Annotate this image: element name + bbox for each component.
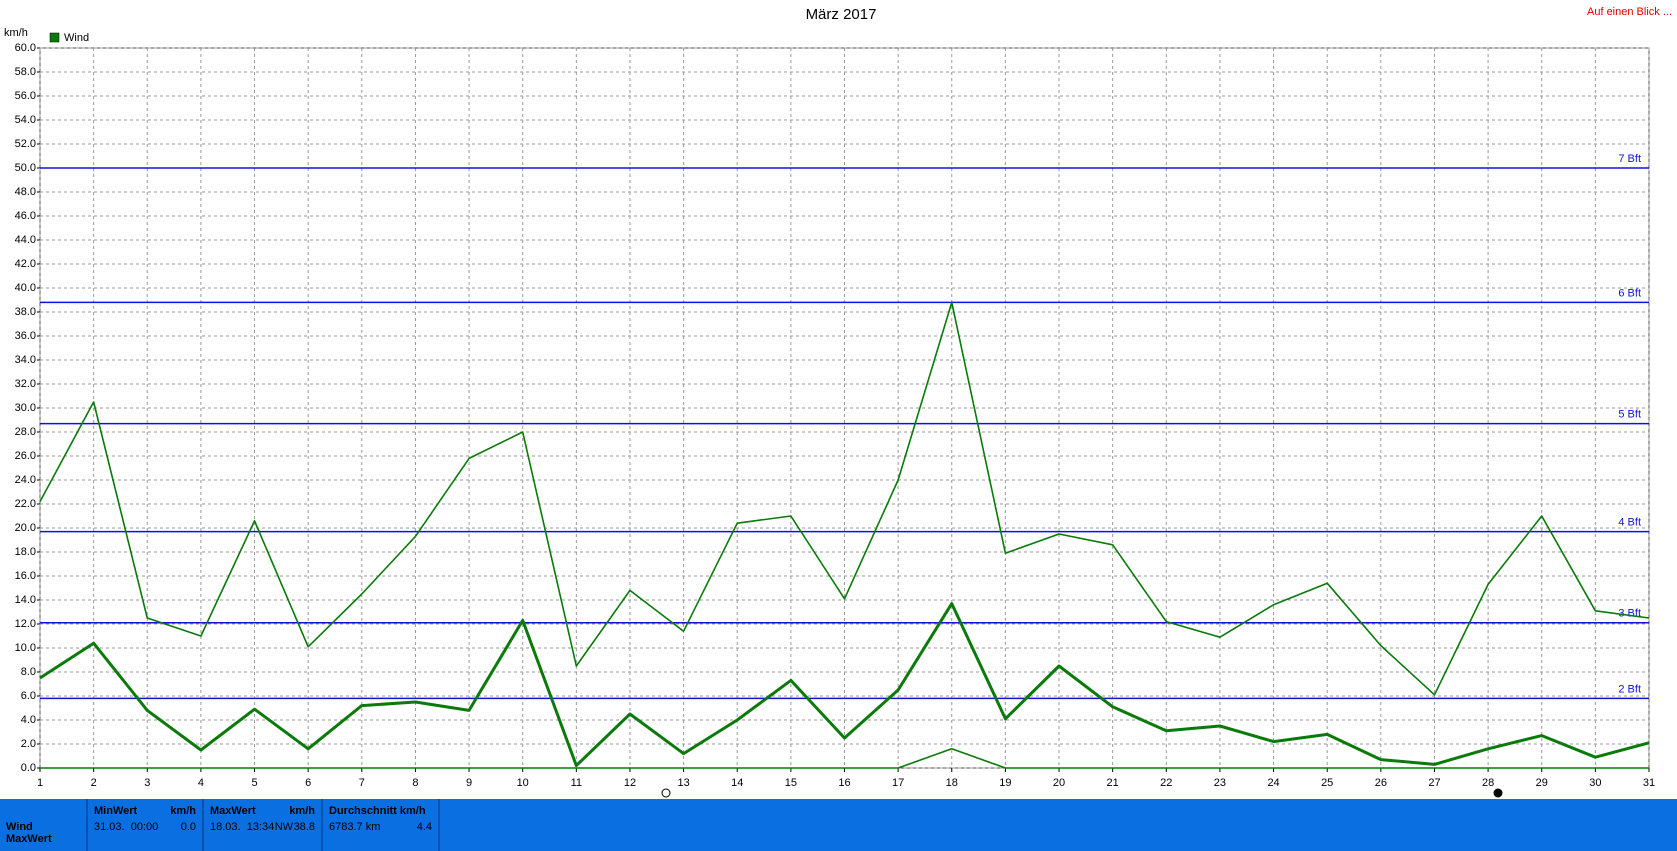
x-tick-label: 20 [1053, 777, 1065, 789]
y-tick-label: 14.0 [15, 594, 36, 606]
y-tick-label: 50.0 [15, 162, 36, 174]
x-tick-label: 25 [1321, 777, 1333, 789]
y-tick-label: 48.0 [15, 186, 36, 198]
cell-value: 0.0 [180, 821, 196, 833]
x-tick-label: 18 [946, 777, 958, 789]
reference-label: 2 Bft [1618, 683, 1641, 695]
chart: März 2017 Auf einen Blick ... km/h 0.0 2.… [4, 6, 1672, 798]
y-tick-label: 36.0 [15, 330, 36, 342]
cell-value: 4.4 [416, 821, 432, 833]
y-tick-label: 42.0 [15, 258, 36, 270]
x-tick-label: 10 [517, 777, 529, 789]
y-tick-label: 28.0 [15, 426, 36, 438]
y-tick-label: 18.0 [15, 546, 36, 558]
x-tick-label: 2 [91, 777, 97, 789]
legend-swatch [49, 32, 60, 43]
y-tick-label: 56.0 [15, 90, 36, 102]
x-tick-label: 5 [251, 777, 257, 789]
x-tick-label: 16 [838, 777, 850, 789]
x-tick-label: 11 [571, 777, 582, 789]
y-tick-label: 46.0 [15, 210, 36, 222]
x-tick-label: 22 [1160, 777, 1172, 789]
cell-dir: NW [274, 821, 294, 833]
y-tick-label: 38.0 [15, 306, 36, 318]
cell-unit: km/h [170, 805, 196, 817]
y-tick-label: 20.0 [15, 522, 36, 534]
legend-label: Wind [64, 32, 89, 44]
x-tick-label: 27 [1428, 777, 1440, 789]
y-axis-label: km/h [4, 27, 28, 39]
y-tick-label: 22.0 [15, 498, 36, 510]
x-tick-label: 3 [144, 777, 150, 789]
row-label: MaxWert [6, 833, 52, 845]
y-tick-label: 10.0 [15, 642, 36, 654]
y-tick-label: 34.0 [15, 354, 36, 366]
x-tick-label: 1 [37, 777, 43, 789]
y-tick-label: 26.0 [15, 450, 36, 462]
x-tick-label: 12 [624, 777, 636, 789]
reference-label: 7 Bft [1618, 153, 1641, 165]
y-tick-label: 16.0 [15, 570, 36, 582]
x-tick-label: 8 [412, 777, 418, 789]
y-tick-label: 6.0 [21, 690, 36, 702]
series-line [39, 301, 1650, 696]
series-line [39, 602, 1650, 768]
row-label: Wind [6, 821, 33, 833]
x-tick-label: 23 [1214, 777, 1226, 789]
reference-label: 4 Bft [1618, 517, 1641, 529]
x-tick-label: 6 [305, 777, 311, 789]
cell-header: MaxWert [210, 805, 256, 817]
y-tick-label: 52.0 [15, 138, 36, 150]
y-tick-label: 24.0 [15, 474, 36, 486]
summary-cell: MinWert km/h 31.03. 00:00 0.0 [88, 799, 204, 851]
cell-text: 31.03. 00:00 [94, 821, 159, 833]
x-tick-label: 7 [359, 777, 365, 789]
reference-label: 5 Bft [1618, 409, 1641, 421]
x-tick-label: 4 [198, 777, 204, 789]
summary-panel: Wind MaxWert MinWert km/h 31.03. 00:00 0.0… [0, 799, 1677, 851]
row-labels: Wind MaxWert [0, 799, 88, 851]
x-tick-label: 14 [731, 777, 743, 789]
summary-cell: MaxWert km/h 18.03. 13:34 NW 38.8 [204, 799, 323, 851]
x-tick-label: 19 [999, 777, 1011, 789]
cell-text: 6783.7 km [329, 821, 381, 833]
y-tick-label: 44.0 [15, 234, 36, 246]
y-tick-label: 58.0 [15, 66, 36, 78]
x-tick-label: 26 [1375, 777, 1387, 789]
cell-text: 18.03. 13:34 [210, 821, 275, 833]
y-tick-label: 30.0 [15, 402, 36, 414]
cell-header: MinWert [94, 805, 138, 817]
x-tick-label: 9 [466, 777, 472, 789]
cell-header: Durchschnitt km/h [329, 805, 426, 817]
x-tick-label: 21 [1107, 777, 1119, 789]
y-tick-label: 60.0 [15, 42, 36, 54]
y-tick-label: 54.0 [15, 114, 36, 126]
overview-link[interactable]: Auf einen Blick ... [1587, 6, 1672, 18]
y-tick-label: 4.0 [21, 714, 36, 726]
moon-icon [661, 788, 671, 798]
x-tick-label: 30 [1589, 777, 1601, 789]
x-tick-label: 13 [677, 777, 689, 789]
x-tick-label: 29 [1536, 777, 1548, 789]
y-tick-label: 12.0 [15, 618, 36, 630]
y-tick-label: 32.0 [15, 378, 36, 390]
y-tick-label: 0.0 [21, 762, 36, 774]
reference-label: 6 Bft [1618, 287, 1641, 299]
chart-title: März 2017 [806, 6, 877, 23]
cell-value: 38.8 [293, 821, 315, 833]
x-tick-label: 15 [785, 777, 797, 789]
summary-cell: Durchschnitt km/h 6783.7 km 4.4 [323, 799, 440, 851]
x-tick-label: 31 [1643, 777, 1655, 789]
y-tick-label: 8.0 [21, 666, 36, 678]
cell-unit: km/h [289, 805, 315, 817]
y-tick-label: 2.0 [21, 738, 36, 750]
y-tick-label: 40.0 [15, 282, 36, 294]
series-line [40, 748, 1649, 769]
x-tick-label: 24 [1267, 777, 1279, 789]
x-tick-label: 17 [892, 777, 904, 789]
x-tick-label: 28 [1482, 777, 1494, 789]
moon-icon [1493, 788, 1503, 798]
